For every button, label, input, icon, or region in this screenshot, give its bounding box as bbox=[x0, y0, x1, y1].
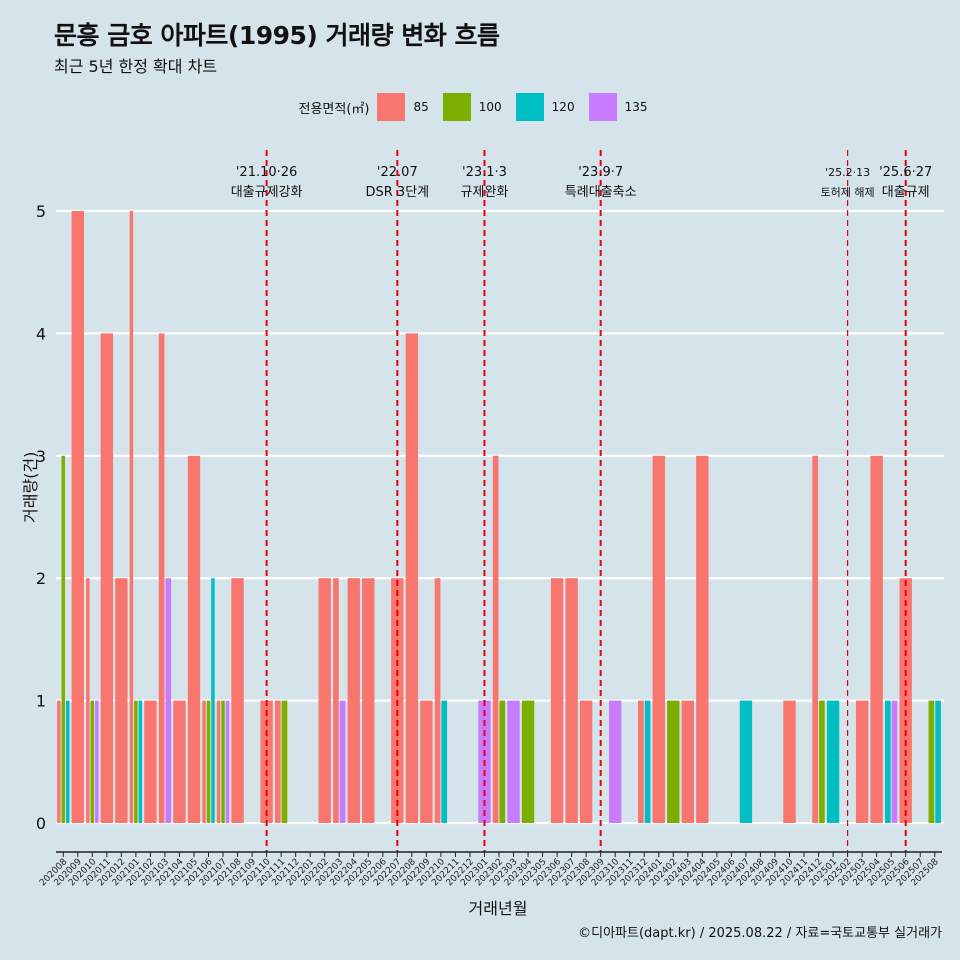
event-name-label: 대출규제 bbox=[882, 185, 930, 200]
bar-202407-120 bbox=[739, 700, 753, 823]
bar-202106-85 bbox=[202, 700, 206, 823]
bar-202302-100 bbox=[499, 700, 506, 823]
caption: ©디아파트(dapt.kr) / 2025.08.22 / 자료=국토교통부 실… bbox=[578, 926, 942, 941]
legend-label-100: 100 bbox=[478, 100, 502, 114]
event-name-label: DSR 3단계 bbox=[366, 185, 430, 200]
bar-202401-85 bbox=[652, 455, 665, 823]
bar-202203-85 bbox=[333, 578, 339, 823]
bar-202501-120 bbox=[826, 700, 840, 823]
legend-item-85: 85 bbox=[377, 93, 429, 121]
bar-202010-85 bbox=[86, 578, 90, 823]
event-date-label: '21.10·26 bbox=[236, 165, 297, 180]
legend-item-100: 100 bbox=[442, 93, 502, 121]
legend-swatch-100 bbox=[442, 93, 471, 121]
bar-202412-85 bbox=[812, 455, 819, 823]
bar-202205-85 bbox=[362, 578, 375, 823]
bar-202011-85 bbox=[100, 333, 114, 823]
bar-202210-120 bbox=[441, 700, 448, 823]
bar-202404-85 bbox=[696, 455, 709, 823]
bar-202307-85 bbox=[565, 578, 578, 823]
bar-202402-100 bbox=[667, 700, 680, 823]
bar-202101-120 bbox=[138, 700, 143, 823]
legend-label-85: 85 bbox=[413, 100, 429, 114]
legend-title: 전용면적(㎡) bbox=[298, 101, 370, 117]
bar-202106-100 bbox=[206, 700, 211, 823]
bar-202108-85 bbox=[231, 578, 244, 823]
bar-202412-100 bbox=[819, 700, 825, 823]
bar-202403-85 bbox=[681, 700, 695, 823]
bar-202210-85 bbox=[434, 578, 441, 823]
bar-202103-85 bbox=[158, 333, 165, 823]
legend: 전용면적(㎡) 85 100 120 135 bbox=[0, 93, 960, 121]
bar-202505-120 bbox=[884, 700, 891, 823]
chart-title: 문흥 금호 아파트(1995) 거래량 변화 흐름 bbox=[54, 21, 500, 50]
bar-202010-135 bbox=[95, 700, 99, 823]
legend-swatch-120 bbox=[515, 93, 544, 121]
bar-202306-85 bbox=[550, 578, 564, 823]
chart-subtitle: 최근 5년 한정 확대 차트 bbox=[54, 57, 218, 76]
bar-202012-85 bbox=[115, 578, 128, 823]
bar-202312-85 bbox=[638, 700, 644, 823]
bar-202310-135 bbox=[609, 700, 622, 823]
y-tick-label: 4 bbox=[36, 324, 46, 343]
bar-202503-85 bbox=[855, 700, 869, 823]
bar-202505-135 bbox=[891, 700, 898, 823]
bar-202308-85 bbox=[579, 700, 593, 823]
event-date-label: '22.07 bbox=[377, 165, 418, 180]
event-name-label: 대출규제강화 bbox=[231, 185, 303, 200]
event-date-label: '23.1·3 bbox=[462, 165, 507, 180]
legend-label-120: 120 bbox=[551, 100, 575, 114]
event-name-label: 특례대출축소 bbox=[565, 185, 637, 200]
y-tick-label: 5 bbox=[36, 202, 46, 221]
event-name-label: 토허제 해제 bbox=[821, 185, 875, 199]
bar-202101-85 bbox=[129, 211, 134, 823]
event-date-label: '23.9·7 bbox=[578, 165, 623, 180]
bar-202111-85 bbox=[274, 700, 281, 823]
event-date-label: '25.6·27 bbox=[879, 165, 932, 180]
bar-202303-135 bbox=[507, 700, 520, 823]
y-tick-label: 2 bbox=[36, 569, 46, 588]
y-axis-label: 거래량(건) bbox=[21, 451, 40, 523]
legend-item-120: 120 bbox=[515, 93, 575, 121]
bar-202107-100 bbox=[221, 700, 225, 823]
bar-202008-100 bbox=[61, 455, 65, 823]
bar-202204-85 bbox=[347, 578, 360, 823]
bar-202508-120 bbox=[935, 700, 941, 823]
bar-202304-100 bbox=[521, 700, 535, 823]
bar-202103-135 bbox=[165, 578, 172, 823]
bar-202410-85 bbox=[783, 700, 796, 823]
bar-202102-85 bbox=[144, 700, 157, 823]
y-tick-label: 3 bbox=[36, 447, 46, 466]
bar-202208-85 bbox=[405, 333, 419, 823]
bar-202107-135 bbox=[225, 700, 230, 823]
y-tick-label: 1 bbox=[36, 692, 46, 711]
bar-202010-100 bbox=[90, 700, 95, 823]
event-date-label: '25.2·13 bbox=[825, 166, 870, 179]
bar-202009-85 bbox=[71, 211, 84, 823]
y-tick-label: 0 bbox=[36, 814, 46, 833]
legend-swatch-135 bbox=[588, 93, 617, 121]
bar-202209-85 bbox=[420, 700, 433, 823]
bar-202106-120 bbox=[211, 578, 215, 823]
bar-202302-85 bbox=[492, 455, 499, 823]
bar-202312-120 bbox=[644, 700, 651, 823]
bar-202111-100 bbox=[281, 700, 288, 823]
legend-item-135: 135 bbox=[588, 93, 648, 121]
bar-202101-100 bbox=[134, 700, 138, 823]
bar-202105-85 bbox=[187, 455, 201, 823]
legend-label-135: 135 bbox=[624, 100, 648, 114]
bar-202203-135 bbox=[339, 700, 346, 823]
bar-202104-85 bbox=[173, 700, 186, 823]
bar-202202-85 bbox=[318, 578, 331, 823]
event-name-label: 규제완화 bbox=[461, 185, 509, 200]
bar-202107-85 bbox=[216, 700, 221, 823]
bar-202504-85 bbox=[870, 455, 883, 823]
bar-202008-120 bbox=[65, 700, 70, 823]
legend-swatch-85 bbox=[377, 93, 406, 121]
x-axis-label: 거래년월 bbox=[468, 899, 528, 918]
bar-202508-100 bbox=[928, 700, 935, 823]
bar-202008-85 bbox=[57, 700, 61, 823]
